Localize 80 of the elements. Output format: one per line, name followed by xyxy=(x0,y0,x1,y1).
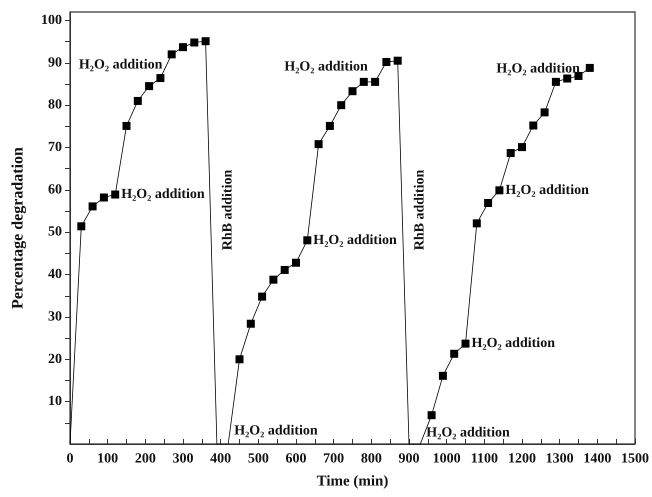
point xyxy=(100,194,108,202)
point xyxy=(382,58,390,66)
y-tick-label: 40 xyxy=(48,267,62,282)
point xyxy=(202,37,210,46)
y-tick-label: 10 xyxy=(48,394,62,410)
x-tick-label: 300 xyxy=(172,452,194,466)
point xyxy=(122,122,130,130)
point xyxy=(462,340,470,348)
point xyxy=(145,82,154,90)
point xyxy=(77,222,86,230)
x-tick-label: 700 xyxy=(323,452,344,466)
point xyxy=(518,143,526,152)
annotation: H₂O₂ addition xyxy=(313,232,397,248)
point xyxy=(438,372,447,380)
x-tick-label: 1300 xyxy=(546,452,574,466)
point xyxy=(348,87,356,96)
point xyxy=(280,266,289,274)
x-axis-title: Time (min) xyxy=(316,474,388,490)
point xyxy=(337,101,346,110)
point xyxy=(552,78,560,86)
point xyxy=(179,43,187,52)
y-tick-label: 100 xyxy=(41,12,62,28)
point xyxy=(134,96,142,105)
point xyxy=(111,190,120,199)
x-tick-label: 1200 xyxy=(508,452,536,466)
point xyxy=(246,320,255,328)
annotation: H₂O₂ addition xyxy=(121,187,205,202)
y-tick-label: 50 xyxy=(48,224,62,240)
annotation: H₂O₂ addition xyxy=(78,58,163,73)
point xyxy=(450,350,458,358)
annotation: H₂O₂ addition xyxy=(284,59,368,74)
annotation: RhB addition xyxy=(220,170,236,250)
point xyxy=(303,236,312,244)
x-tick-label: 200 xyxy=(134,452,156,466)
point xyxy=(269,276,278,284)
x-tick-label: 0 xyxy=(66,452,74,466)
point xyxy=(360,78,368,86)
point xyxy=(236,355,244,364)
y-tick-label: 20 xyxy=(48,352,62,367)
point xyxy=(156,74,164,82)
point xyxy=(394,56,402,65)
x-tick-label: 1500 xyxy=(621,452,649,466)
point xyxy=(88,202,97,210)
annotation: H₂O₂ addition xyxy=(234,424,318,438)
annotation: RhB addition xyxy=(412,170,428,250)
y-tick-label: 90 xyxy=(48,55,62,70)
point xyxy=(428,411,436,420)
y-tick-label: 80 xyxy=(48,98,62,113)
point xyxy=(472,219,481,228)
x-tick-label: 1100 xyxy=(470,452,498,466)
point xyxy=(529,122,538,130)
annotation: H₂O₂ addition xyxy=(426,426,510,440)
point xyxy=(292,258,300,267)
point xyxy=(314,140,323,148)
x-tick-label: 900 xyxy=(398,452,420,466)
x-tick-label: 800 xyxy=(360,452,382,466)
annotation: H₂O₂ addition xyxy=(505,182,590,198)
point xyxy=(190,38,198,46)
point xyxy=(495,186,504,194)
x-tick-label: 100 xyxy=(97,452,118,466)
point xyxy=(540,108,549,116)
point xyxy=(258,292,266,301)
y-tick-label: 70 xyxy=(48,140,62,156)
point xyxy=(168,50,176,58)
point xyxy=(326,122,334,130)
annotation: H₂O₂ addition xyxy=(472,336,556,352)
x-tick-label: 1400 xyxy=(583,452,612,466)
x-tick-label: 600 xyxy=(286,452,306,466)
x-tick-label: 500 xyxy=(248,452,269,466)
point xyxy=(506,149,515,158)
y-axis-title: Percentage degradation xyxy=(10,146,26,309)
point xyxy=(563,74,572,82)
y-tick-label: 60 xyxy=(48,182,62,198)
point xyxy=(371,78,380,86)
annotation: H₂O₂ addition xyxy=(496,61,580,76)
x-tick-label: 1000 xyxy=(432,452,461,466)
x-tick-label: 400 xyxy=(210,452,232,466)
point xyxy=(484,199,492,208)
point xyxy=(586,64,594,72)
y-tick-label: 30 xyxy=(48,309,62,324)
